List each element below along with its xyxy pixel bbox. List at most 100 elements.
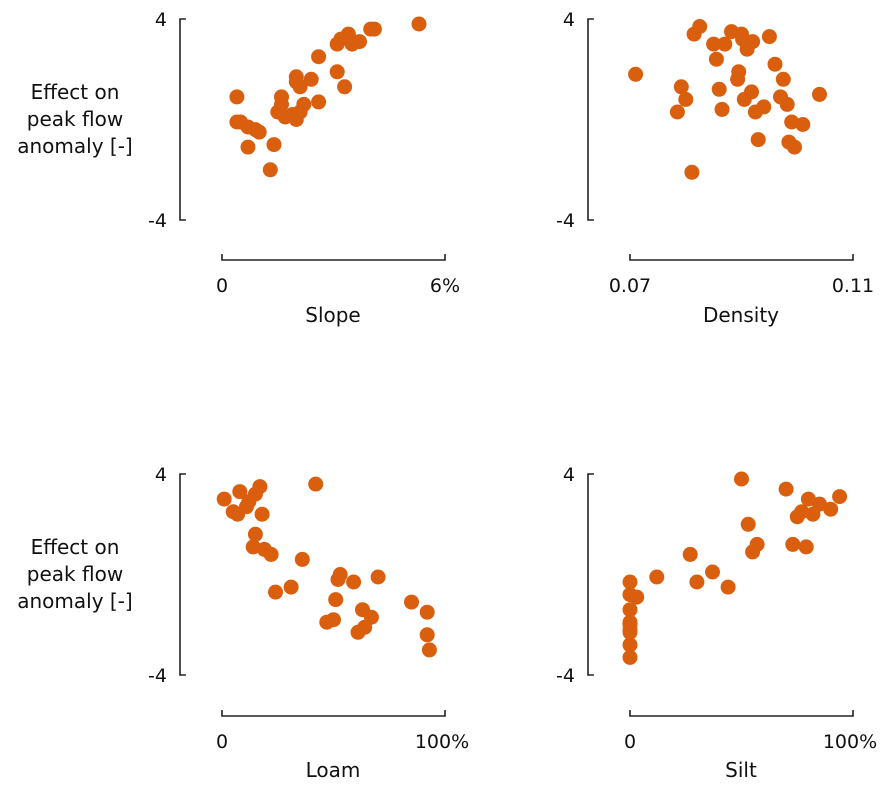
data-point — [785, 536, 801, 552]
data-point — [266, 137, 282, 153]
data-point — [798, 539, 814, 555]
data-point — [251, 124, 267, 140]
data-point — [308, 476, 324, 492]
data-point — [708, 51, 724, 67]
data-point — [326, 612, 341, 628]
data-point — [678, 91, 694, 107]
y-axis-label-top: Effect on peak flow anomaly [-] — [17, 80, 132, 158]
y-tick-top: 4 — [155, 464, 167, 486]
data-point — [262, 162, 278, 178]
data-point — [229, 89, 245, 105]
x-tick-left: 0 — [624, 731, 636, 753]
data-point — [775, 71, 791, 87]
data-point — [761, 29, 777, 45]
data-point — [731, 64, 747, 80]
y-axis-label-line: Effect on — [31, 535, 120, 559]
data-point — [812, 86, 827, 102]
y-axis — [587, 18, 594, 221]
data-point — [252, 479, 268, 495]
y-tick-top: 4 — [563, 9, 575, 31]
data-point — [268, 584, 283, 600]
data-point — [832, 489, 848, 505]
data-point — [720, 579, 736, 595]
data-point — [744, 84, 759, 100]
data-point — [303, 71, 319, 87]
data-point — [684, 164, 700, 180]
data-point — [714, 101, 730, 117]
data-point — [711, 81, 727, 97]
data-point — [247, 526, 263, 542]
points-group — [628, 19, 827, 180]
data-point — [649, 569, 665, 585]
data-point — [296, 96, 312, 112]
x-tick-right: 100% — [415, 731, 469, 753]
x-tick-left: 0 — [216, 731, 228, 753]
data-point — [346, 574, 362, 590]
data-point — [622, 574, 638, 590]
y-axis-label-line: anomaly [-] — [17, 589, 132, 613]
y-axis-label-line: Effect on — [31, 80, 120, 104]
data-point — [795, 117, 811, 132]
data-point — [370, 569, 386, 585]
data-point — [622, 602, 638, 618]
data-point — [787, 139, 802, 155]
data-point — [263, 546, 279, 562]
data-point — [352, 34, 367, 50]
panel-slope: 4 -4 0 6% Slope — [148, 9, 460, 327]
x-axis-label: Density — [703, 303, 779, 327]
x-axis — [629, 254, 854, 261]
data-point — [823, 501, 839, 517]
data-point — [216, 491, 232, 507]
data-point — [749, 536, 765, 552]
x-axis — [221, 710, 446, 717]
x-tick-right: 6% — [430, 275, 460, 297]
data-point — [622, 649, 638, 665]
y-tick-top: 4 — [563, 464, 575, 486]
data-point — [622, 624, 638, 640]
data-point — [274, 96, 289, 112]
data-point — [745, 34, 761, 50]
data-point — [692, 19, 708, 34]
x-tick-right: 100% — [823, 731, 877, 753]
data-point — [778, 481, 794, 497]
x-axis-label: Slope — [305, 303, 361, 327]
y-axis-label-line: peak flow — [27, 562, 123, 586]
data-point — [756, 99, 772, 115]
panel-density: 4 -4 0.07 0.11 Density — [556, 9, 874, 327]
data-point — [779, 96, 795, 112]
data-point — [240, 139, 256, 155]
y-tick-bottom: -4 — [556, 210, 575, 232]
panel-loam: 4 -4 0 100% Loam — [148, 464, 469, 782]
data-point — [329, 64, 345, 80]
x-axis-label: Silt — [725, 758, 757, 782]
data-point — [705, 564, 720, 580]
x-axis — [221, 254, 446, 261]
x-axis-label: Loam — [306, 758, 361, 782]
points-group — [216, 476, 437, 658]
data-point — [419, 604, 435, 620]
data-point — [812, 496, 827, 512]
data-point — [622, 637, 638, 653]
data-point — [673, 79, 689, 95]
data-point — [404, 594, 419, 610]
data-point — [706, 36, 722, 52]
data-point — [750, 132, 766, 148]
data-point — [629, 589, 645, 605]
data-point — [363, 609, 379, 625]
data-point — [794, 504, 810, 520]
y-tick-bottom: -4 — [148, 665, 167, 687]
data-point — [717, 36, 733, 52]
data-point — [245, 539, 261, 555]
data-point — [669, 104, 685, 120]
x-tick-left: 0.07 — [609, 275, 651, 297]
data-point — [328, 592, 344, 608]
y-tick-bottom: -4 — [556, 665, 575, 687]
y-axis-label-line: anomaly [-] — [17, 134, 132, 158]
data-point — [628, 66, 644, 82]
data-point — [366, 21, 382, 37]
points-group — [622, 471, 848, 665]
panel-silt: 4 -4 0 100% Silt — [556, 464, 877, 782]
data-point — [419, 627, 435, 643]
data-point — [294, 551, 310, 567]
x-tick-right: 0.11 — [832, 275, 874, 297]
